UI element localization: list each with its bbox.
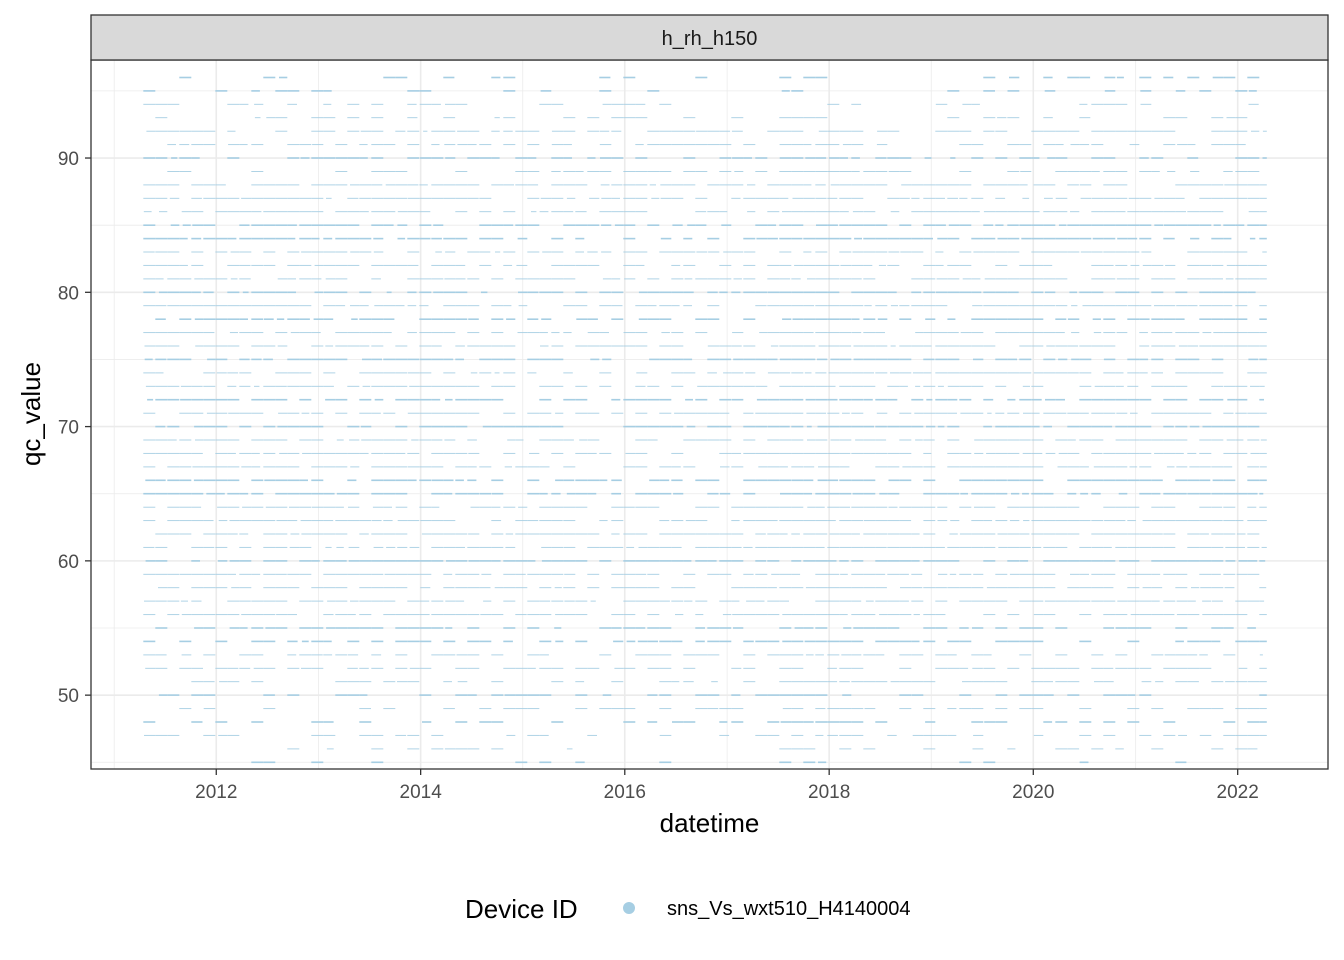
y-tick-label: 70 bbox=[58, 418, 79, 439]
panel-background bbox=[91, 60, 1328, 769]
x-tick-label: 2014 bbox=[400, 782, 443, 803]
y-axis: 50 60 70 80 90 bbox=[58, 149, 91, 707]
y-tick-label: 80 bbox=[58, 283, 79, 304]
x-axis-title: datetime bbox=[660, 808, 760, 838]
legend-label: sns_Vs_wxt510_H4140004 bbox=[667, 898, 911, 920]
y-axis-title: qc_value bbox=[16, 362, 46, 466]
data-points-layer bbox=[143, 76, 1267, 764]
x-tick-label: 2018 bbox=[808, 782, 850, 803]
y-tick-label: 60 bbox=[58, 552, 79, 573]
x-axis: 2012 2014 2016 2018 2020 2022 bbox=[195, 769, 1259, 803]
x-tick-label: 2012 bbox=[195, 782, 237, 803]
legend-title: Device ID bbox=[465, 894, 578, 924]
y-tick-label: 90 bbox=[58, 149, 79, 170]
legend-key-dot bbox=[623, 902, 635, 914]
x-tick-label: 2020 bbox=[1012, 782, 1054, 803]
facet-label: h_rh_h150 bbox=[662, 28, 758, 50]
x-tick-label: 2016 bbox=[604, 782, 646, 803]
y-tick-label: 50 bbox=[58, 686, 79, 707]
legend: Device ID sns_Vs_wxt510_H4140004 bbox=[465, 894, 911, 924]
x-tick-label: 2022 bbox=[1217, 782, 1259, 803]
facet-strip: h_rh_h150 bbox=[90, 14, 1329, 61]
